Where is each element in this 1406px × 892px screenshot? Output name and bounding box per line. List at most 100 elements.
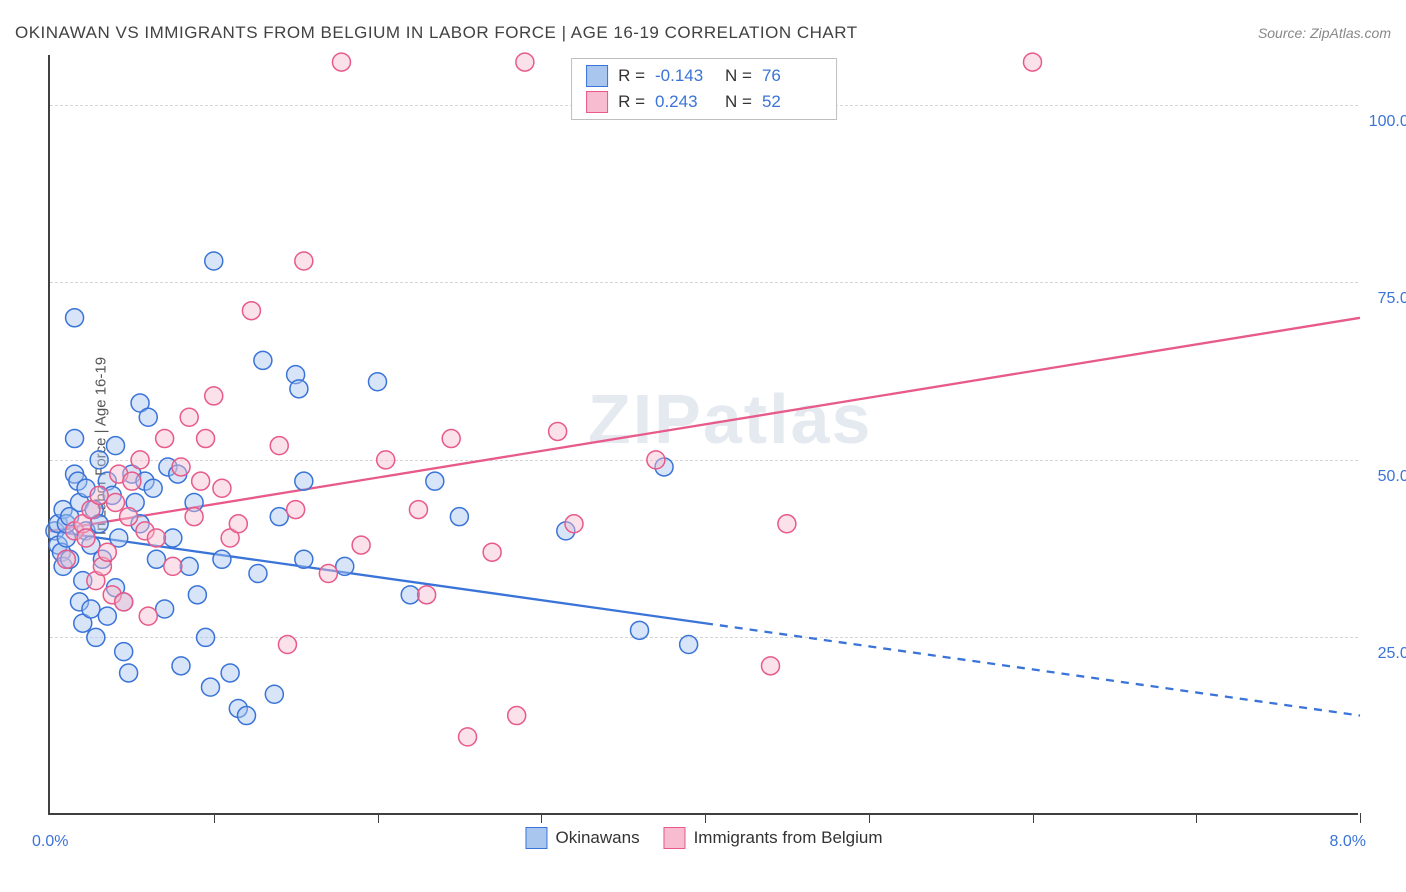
data-point bbox=[172, 657, 190, 675]
data-point bbox=[147, 529, 165, 547]
chart-title: OKINAWAN VS IMMIGRANTS FROM BELGIUM IN L… bbox=[15, 23, 858, 43]
data-point bbox=[418, 586, 436, 604]
data-point bbox=[139, 607, 157, 625]
data-point bbox=[156, 600, 174, 618]
data-point bbox=[254, 351, 272, 369]
data-point bbox=[164, 557, 182, 575]
data-point bbox=[188, 586, 206, 604]
data-point bbox=[242, 302, 260, 320]
data-point bbox=[115, 643, 133, 661]
n-label: N = bbox=[725, 92, 752, 112]
data-point bbox=[295, 472, 313, 490]
x-tick bbox=[1033, 813, 1034, 823]
data-point bbox=[147, 550, 165, 568]
data-point bbox=[265, 685, 283, 703]
data-point bbox=[205, 252, 223, 270]
data-point bbox=[295, 252, 313, 270]
data-point bbox=[238, 707, 256, 725]
n-value: 76 bbox=[762, 66, 822, 86]
legend-item: Okinawans bbox=[525, 827, 639, 849]
x-tick bbox=[214, 813, 215, 823]
data-point bbox=[192, 472, 210, 490]
data-point bbox=[270, 508, 288, 526]
data-point bbox=[778, 515, 796, 533]
y-tick-label: 75.0% bbox=[1378, 290, 1406, 308]
legend-correlation: R =-0.143N =76R =0.243N =52 bbox=[571, 58, 837, 120]
r-value: 0.243 bbox=[655, 92, 715, 112]
data-point bbox=[762, 657, 780, 675]
data-point bbox=[156, 430, 174, 448]
data-point bbox=[426, 472, 444, 490]
legend-swatch bbox=[525, 827, 547, 849]
x-tick bbox=[378, 813, 379, 823]
data-point bbox=[249, 565, 267, 583]
n-label: N = bbox=[725, 66, 752, 86]
source-label: Source: ZipAtlas.com bbox=[1258, 25, 1391, 41]
data-point bbox=[549, 422, 567, 440]
legend-series: OkinawansImmigrants from Belgium bbox=[525, 827, 882, 849]
data-point bbox=[287, 501, 305, 519]
legend-label: Okinawans bbox=[555, 828, 639, 848]
data-point bbox=[90, 486, 108, 504]
data-point bbox=[144, 479, 162, 497]
data-point bbox=[508, 707, 526, 725]
x-tick bbox=[541, 813, 542, 823]
x-tick bbox=[705, 813, 706, 823]
data-point bbox=[87, 628, 105, 646]
data-point bbox=[172, 458, 190, 476]
data-point bbox=[1024, 53, 1042, 71]
data-point bbox=[120, 508, 138, 526]
data-point bbox=[278, 636, 296, 654]
r-label: R = bbox=[618, 92, 645, 112]
data-point bbox=[229, 515, 247, 533]
data-point bbox=[336, 557, 354, 575]
x-tick bbox=[1360, 813, 1361, 823]
data-point bbox=[123, 472, 141, 490]
legend-row: R =-0.143N =76 bbox=[586, 63, 822, 89]
data-point bbox=[221, 664, 239, 682]
data-point bbox=[131, 451, 149, 469]
data-point bbox=[66, 309, 84, 327]
data-point bbox=[66, 430, 84, 448]
data-point bbox=[115, 593, 133, 611]
data-point bbox=[450, 508, 468, 526]
data-point bbox=[631, 621, 649, 639]
data-point bbox=[409, 501, 427, 519]
y-tick-label: 25.0% bbox=[1378, 645, 1406, 663]
data-point bbox=[164, 529, 182, 547]
x-tick bbox=[869, 813, 870, 823]
data-point bbox=[401, 586, 419, 604]
y-tick-label: 100.0% bbox=[1369, 113, 1406, 131]
legend-row: R = 0.243 N = 52 bbox=[586, 89, 822, 115]
data-point bbox=[647, 451, 665, 469]
legend-swatch bbox=[664, 827, 686, 849]
data-point bbox=[565, 515, 583, 533]
data-point bbox=[459, 728, 477, 746]
data-point bbox=[332, 53, 350, 71]
n-value: 52 bbox=[762, 92, 822, 112]
data-point bbox=[180, 557, 198, 575]
data-point bbox=[270, 437, 288, 455]
data-point bbox=[352, 536, 370, 554]
data-point bbox=[77, 529, 95, 547]
data-point bbox=[107, 493, 125, 511]
data-point bbox=[107, 437, 125, 455]
x-axis-max-label: 8.0% bbox=[1330, 833, 1366, 851]
plot-area: ZIPatlas R =-0.143N =76R =0.243N =52 Oki… bbox=[48, 55, 1358, 815]
x-axis-min-label: 0.0% bbox=[32, 833, 68, 851]
data-point bbox=[483, 543, 501, 561]
data-point bbox=[319, 565, 337, 583]
data-point bbox=[290, 380, 308, 398]
data-point bbox=[680, 636, 698, 654]
data-point bbox=[369, 373, 387, 391]
chart-container: OKINAWAN VS IMMIGRANTS FROM BELGIUM IN L… bbox=[0, 0, 1406, 892]
scatter-points bbox=[50, 55, 1358, 813]
y-tick-label: 50.0% bbox=[1378, 468, 1406, 486]
data-point bbox=[90, 451, 108, 469]
data-point bbox=[205, 387, 223, 405]
data-point bbox=[377, 451, 395, 469]
x-tick bbox=[1196, 813, 1197, 823]
legend-swatch bbox=[586, 65, 608, 87]
data-point bbox=[139, 408, 157, 426]
data-point bbox=[180, 408, 198, 426]
